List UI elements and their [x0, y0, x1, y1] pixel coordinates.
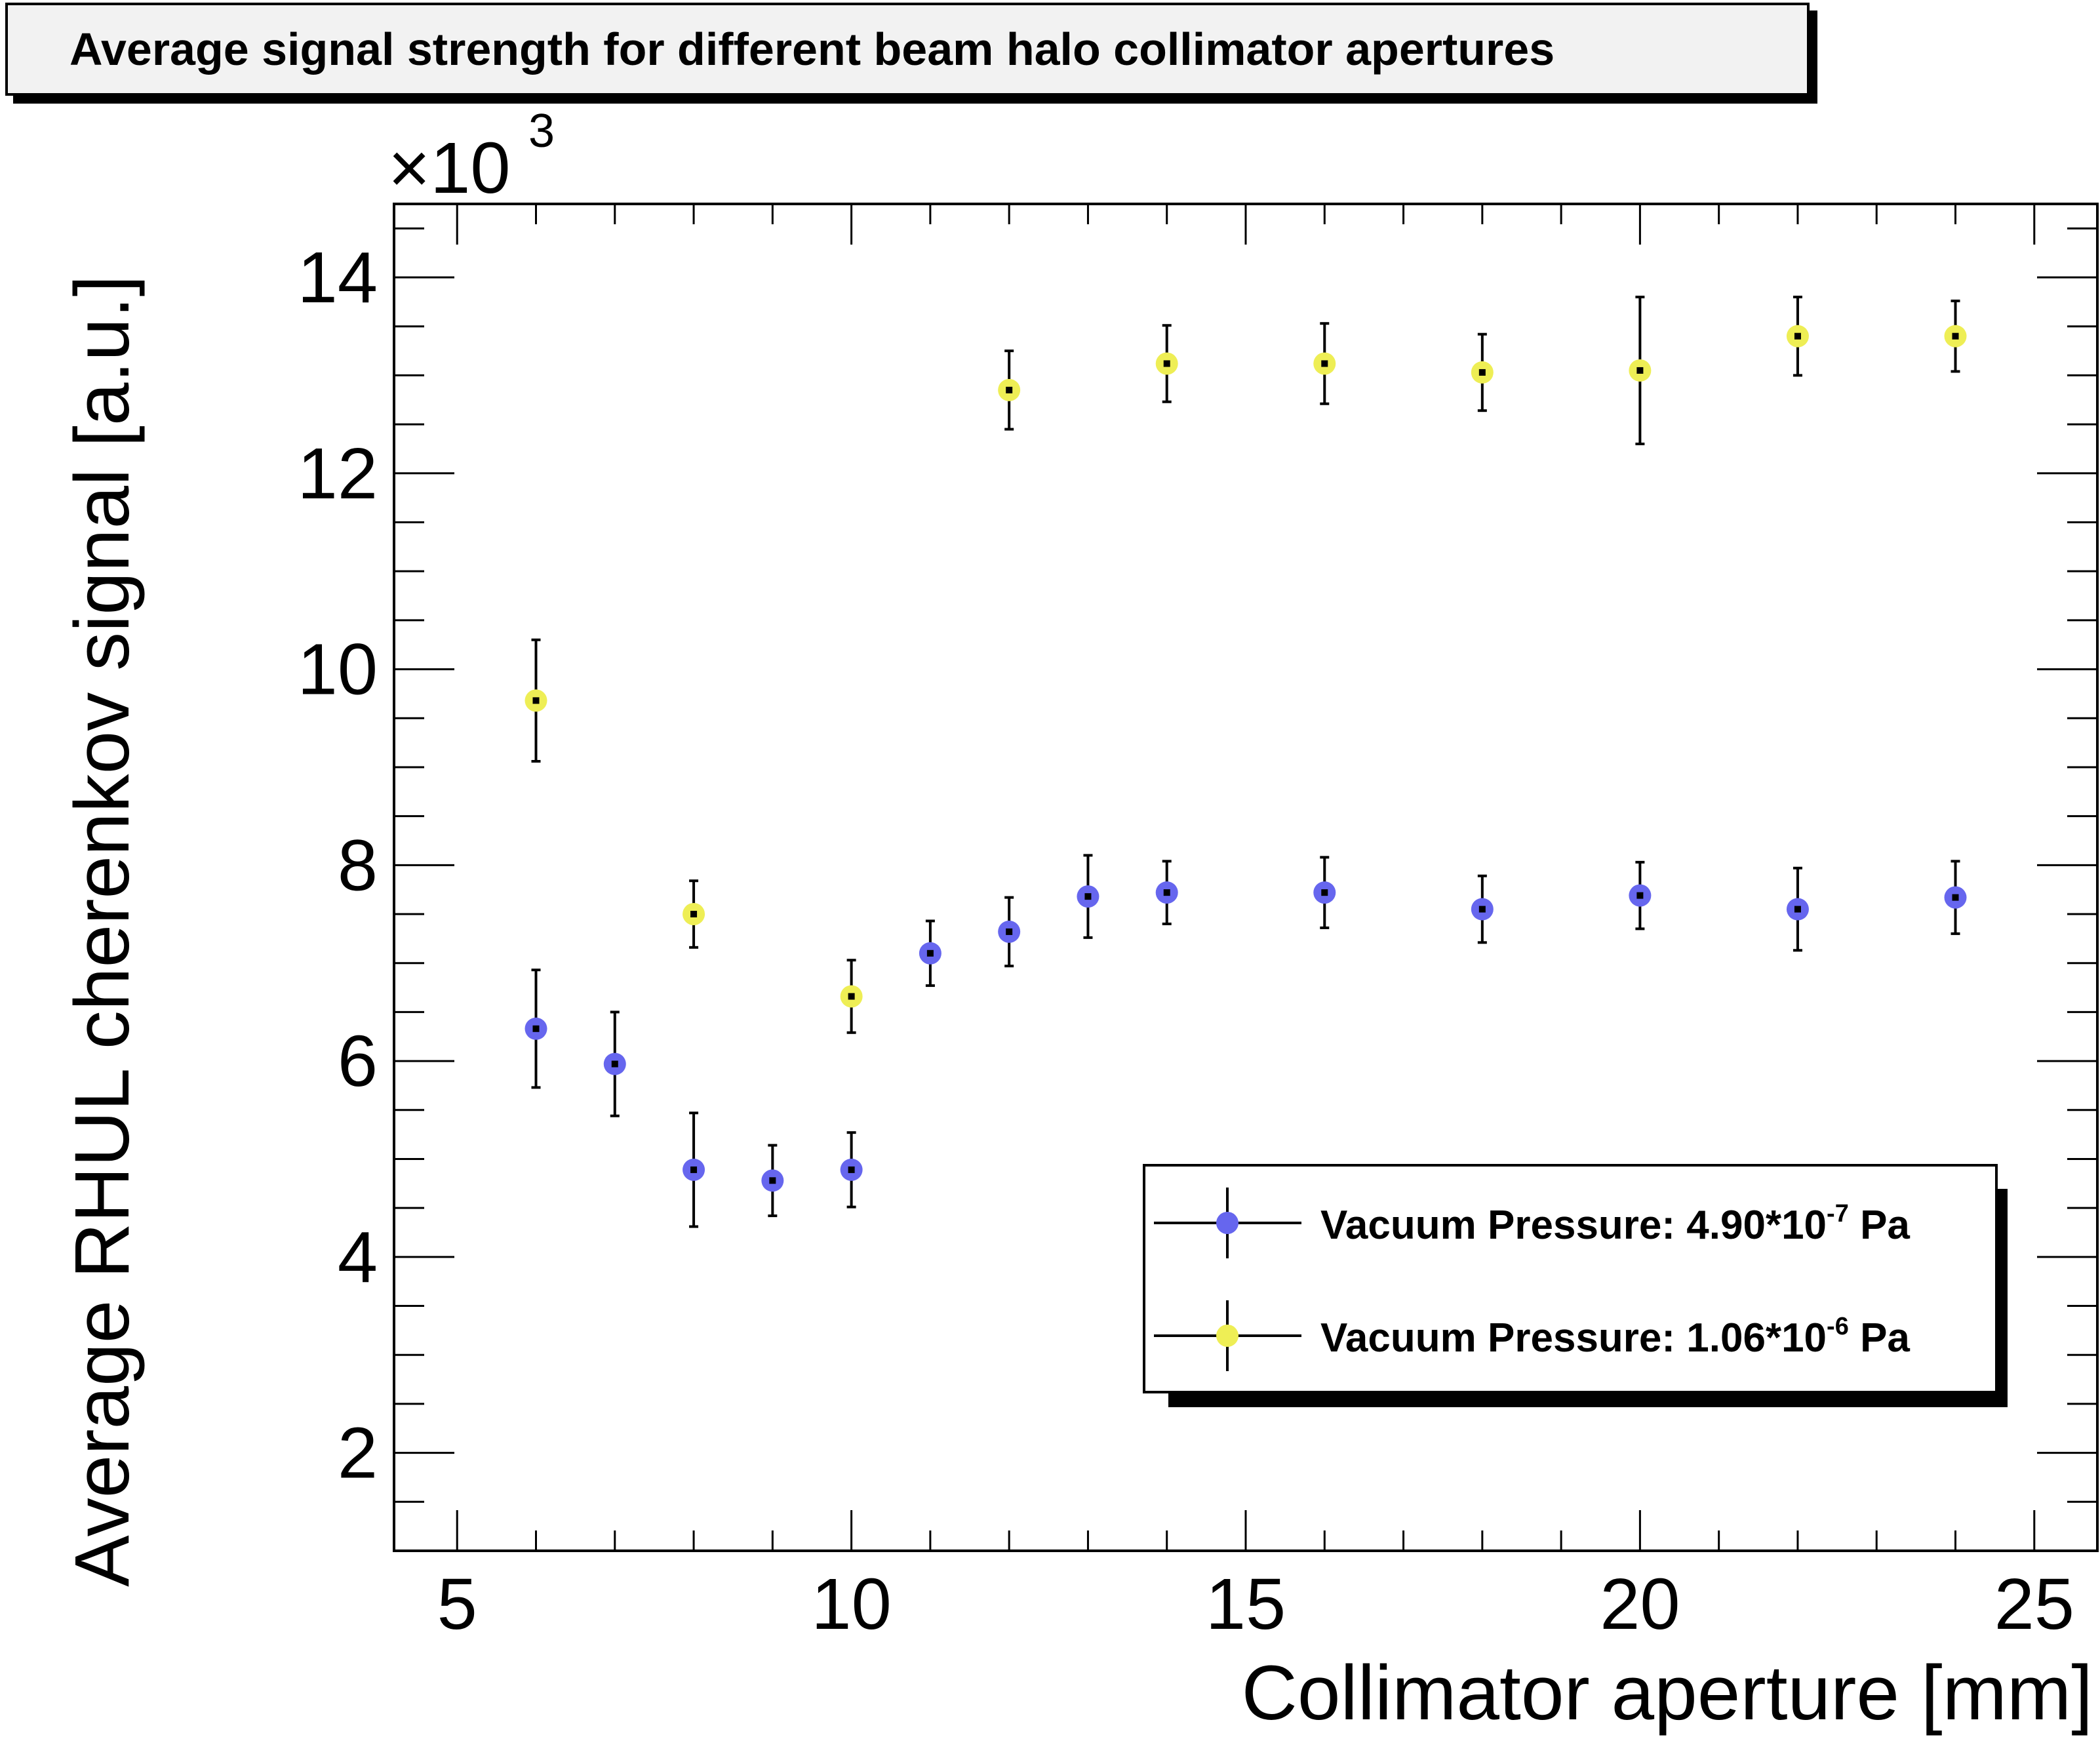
y-tick-label: 2	[338, 1413, 378, 1494]
data-point-center	[1794, 332, 1801, 340]
data-point-center	[690, 911, 698, 918]
y-tick-label: 8	[338, 825, 378, 906]
legend: Vacuum Pressure: 4.90*10-7 Pa Vacuum Pres…	[1143, 1164, 2008, 1407]
series-2	[525, 295, 1967, 1034]
tick-labels: 5 10 15 20 25 2 4 6 8 10 12 14	[298, 237, 2074, 1645]
y-multiplier: ×10 3	[388, 105, 555, 209]
legend-marker	[1216, 1325, 1238, 1347]
data-point-center	[1006, 928, 1013, 935]
data-point-center	[1084, 893, 1092, 900]
data-point-center	[1636, 892, 1644, 899]
y-multiplier-base: ×10	[388, 128, 511, 209]
data-point-center	[769, 1177, 776, 1184]
data-point-center	[1636, 367, 1644, 374]
y-tick-label: 14	[298, 237, 378, 318]
data-point-center	[848, 1166, 855, 1173]
chart-title: Average signal strength for different be…	[69, 24, 1555, 75]
data-point-center	[1952, 332, 1959, 340]
y-tick-label: 10	[298, 630, 378, 710]
data-point-center	[532, 1025, 540, 1032]
data-point-center	[1321, 360, 1328, 367]
y-tick-label: 12	[298, 433, 378, 514]
axis-ticks	[394, 204, 2097, 1552]
data-point-center	[1952, 894, 1959, 901]
data-point-center	[1478, 369, 1486, 376]
y-axis-title: Average RHUL cherenkov signal [a.u.]	[59, 275, 146, 1587]
data-series	[525, 295, 1967, 1228]
data-point-center	[1321, 889, 1328, 896]
legend-marker	[1216, 1212, 1238, 1234]
x-tick-label: 10	[811, 1564, 891, 1645]
data-point-center	[532, 697, 540, 704]
legend-label: Vacuum Pressure: 4.90*10-7 Pa	[1320, 1200, 1910, 1248]
x-tick-label: 20	[1600, 1564, 1680, 1645]
data-point-center	[848, 993, 855, 1000]
chart-title-box: Average signal strength for different be…	[5, 3, 1810, 96]
data-point-center	[690, 1166, 698, 1173]
x-axis-title: Collimator aperture [mm]	[1242, 1650, 2093, 1736]
legend-label: Vacuum Pressure: 1.06*10-6 Pa	[1320, 1313, 1910, 1361]
data-point-center	[1478, 906, 1486, 913]
legend-entry-2: Vacuum Pressure: 1.06*10-6 Pa	[1154, 1300, 1910, 1371]
x-tick-label: 5	[437, 1564, 477, 1645]
series-1	[525, 854, 1967, 1228]
x-tick-label: 25	[1994, 1564, 2074, 1645]
data-point-center	[1163, 360, 1170, 367]
data-point-center	[1163, 889, 1170, 896]
y-multiplier-exponent: 3	[528, 105, 555, 157]
y-tick-label: 4	[338, 1217, 378, 1298]
x-tick-label: 15	[1206, 1564, 1286, 1645]
data-point-center	[1006, 386, 1013, 393]
y-tick-label: 6	[338, 1021, 378, 1102]
legend-box	[1143, 1164, 1998, 1393]
data-point-center	[611, 1060, 618, 1068]
legend-entry-1: Vacuum Pressure: 4.90*10-7 Pa	[1154, 1188, 1910, 1258]
data-point-center	[1794, 906, 1801, 913]
data-point-center	[926, 949, 934, 957]
plot-frame	[393, 203, 2099, 1552]
